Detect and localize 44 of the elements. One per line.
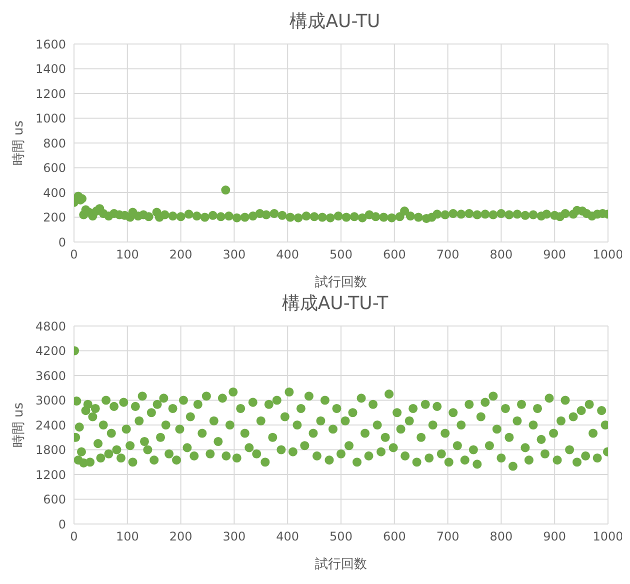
y-tick-label: 800 (43, 136, 66, 150)
chart-title: 構成AU-TU (288, 10, 382, 34)
x-tick-label: 700 (436, 530, 460, 544)
y-tick-label: 0 (58, 517, 66, 532)
x-tick-label: 300 (222, 248, 246, 262)
y-tick-label: 1400 (35, 62, 66, 76)
y-tick-label: 0 (58, 235, 66, 250)
y-axis-title: 時間 us (12, 120, 27, 166)
y-tick-label: 1800 (35, 443, 66, 458)
y-tick-label: 4800 (35, 319, 66, 334)
y-tick-label: 1600 (35, 37, 66, 52)
x-tick-label: 800 (490, 248, 513, 262)
x-tick-label: 100 (116, 248, 139, 262)
x-tick-label: 500 (330, 248, 352, 262)
y-tick-label: 1200 (35, 468, 66, 482)
x-axis-title: 試行回数 (315, 557, 367, 572)
y-tick-label: 1200 (35, 86, 66, 101)
y-tick-label: 1000 (35, 112, 66, 126)
x-tick-label: 300 (222, 530, 246, 544)
y-tick-label: 4200 (35, 344, 66, 358)
x-tick-label: 400 (276, 248, 300, 262)
x-tick-label: 200 (169, 248, 192, 262)
x-axis-title: 試行回数 (315, 275, 367, 290)
x-tick-label: 900 (543, 248, 566, 262)
x-tick-label: 0 (70, 248, 78, 262)
x-tick-label: 600 (382, 530, 406, 544)
x-tick-label: 0 (70, 530, 78, 544)
chart-title: 構成AU-TU-T (280, 292, 390, 316)
y-tick-label: 3000 (35, 394, 66, 408)
x-tick-label: 900 (543, 530, 566, 544)
y-tick-label: 600 (43, 492, 66, 507)
y-tick-label: 600 (43, 161, 66, 176)
x-tick-label: 200 (169, 530, 192, 544)
x-tick-label: 500 (330, 530, 352, 544)
x-tick-label: 700 (436, 248, 460, 262)
x-tick-label: 800 (490, 530, 513, 544)
y-axis-title: 時間 us (12, 402, 27, 448)
y-tick-label: 3600 (35, 368, 66, 383)
y-tick-label: 400 (43, 186, 66, 200)
y-tick-label: 200 (43, 210, 66, 225)
x-tick-label: 100 (116, 530, 139, 544)
y-tick-label: 2400 (35, 418, 66, 432)
x-tick-label: 400 (276, 530, 300, 544)
x-tick-label: 600 (382, 248, 406, 262)
